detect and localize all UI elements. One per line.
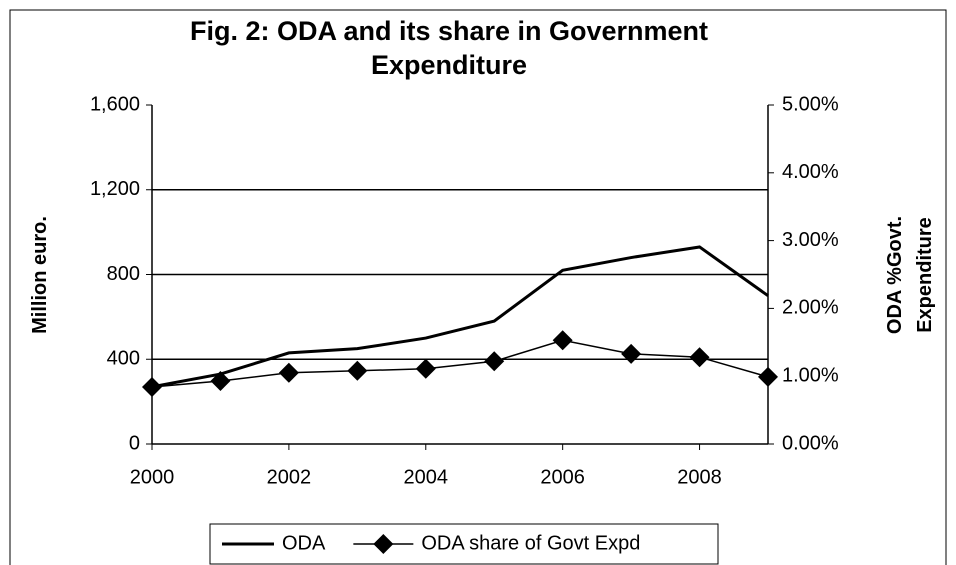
y2-axis-label: ODA %Govt. Expenditure bbox=[884, 215, 936, 335]
marker bbox=[484, 351, 505, 372]
y2-tick-label: 4.00% bbox=[782, 161, 839, 183]
marker bbox=[552, 330, 573, 351]
marker bbox=[347, 360, 368, 381]
x-tick-label: 2006 bbox=[540, 466, 585, 488]
y2-tick-label: 2.00% bbox=[782, 297, 839, 319]
y-axis-label: Million euro. bbox=[29, 216, 51, 334]
marker bbox=[142, 377, 162, 398]
series-line bbox=[151, 245, 769, 389]
marker bbox=[415, 358, 436, 379]
x-tick-label: 2002 bbox=[267, 466, 312, 488]
y-tick-label: 1,200 bbox=[90, 178, 140, 200]
marker bbox=[621, 343, 642, 364]
marker bbox=[278, 362, 299, 383]
x-tick-label: 2004 bbox=[404, 466, 449, 488]
marker bbox=[689, 347, 710, 368]
chart-border bbox=[9, 9, 947, 565]
y2-tick-label: 0.00% bbox=[782, 432, 839, 454]
legend-marker bbox=[373, 534, 394, 554]
legend-label: ODA bbox=[282, 532, 326, 554]
y2-tick-label: 1.00% bbox=[782, 364, 839, 386]
y2-tick-label: 5.00% bbox=[782, 93, 839, 115]
y-tick-label: 0 bbox=[129, 432, 140, 454]
y-tick-label: 400 bbox=[107, 348, 140, 370]
marker bbox=[210, 370, 231, 391]
y-tick-label: 1,600 bbox=[90, 93, 140, 115]
x-tick-label: 2000 bbox=[130, 466, 175, 488]
y2-tick-label: 3.00% bbox=[782, 229, 839, 251]
legend-box bbox=[209, 523, 719, 565]
series-line bbox=[151, 339, 769, 388]
chart-title: Fig. 2: ODA and its share in Government … bbox=[189, 16, 709, 80]
x-tick-label: 2008 bbox=[677, 466, 722, 488]
marker bbox=[758, 366, 778, 387]
y-tick-label: 800 bbox=[107, 263, 140, 285]
legend-label: ODA share of Govt Expd bbox=[421, 532, 640, 554]
